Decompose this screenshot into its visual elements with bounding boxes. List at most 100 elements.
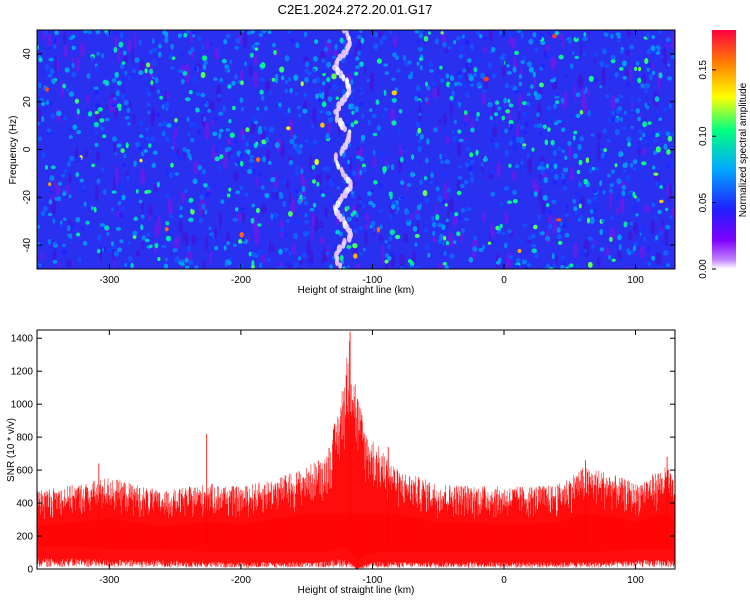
spectrogram-cell bbox=[154, 242, 159, 249]
x-tick-label: -100 bbox=[362, 575, 382, 586]
spectrogram-cell bbox=[667, 63, 671, 67]
spectrogram-cell bbox=[434, 38, 440, 45]
spectrogram-cell bbox=[577, 73, 584, 90]
y-tick-label: 1000 bbox=[11, 400, 34, 411]
spectrogram-cell bbox=[241, 238, 246, 242]
spectrogram-cell bbox=[213, 181, 219, 187]
spectrogram-cell bbox=[315, 93, 319, 100]
spectrogram-cell bbox=[325, 133, 330, 140]
spectrogram-cell bbox=[254, 42, 260, 46]
spectrogram-cell bbox=[669, 33, 675, 49]
spectrogram-cell bbox=[48, 182, 52, 187]
spectrogram-cell bbox=[379, 39, 383, 46]
spectrogram-cell bbox=[248, 65, 253, 78]
spectrogram-cell bbox=[397, 127, 402, 134]
spectrogram-cell bbox=[191, 234, 197, 246]
spectrogram-cell bbox=[366, 78, 370, 83]
spectrogram-cell bbox=[133, 217, 138, 221]
spectrogram-cell bbox=[244, 192, 249, 197]
spectrogram-cell bbox=[356, 43, 361, 48]
spectrogram-cell bbox=[512, 199, 518, 204]
spectrogram-cell bbox=[508, 255, 513, 260]
spectrogram-cell bbox=[202, 168, 206, 175]
spectrogram-cell bbox=[83, 201, 87, 207]
spectrogram-cell bbox=[651, 35, 656, 39]
spectrogram-cell bbox=[567, 84, 571, 90]
spectrogram-cell bbox=[204, 209, 208, 215]
spectrogram-cell bbox=[462, 68, 467, 73]
spectrogram-cell bbox=[452, 136, 458, 141]
spectrogram-cell bbox=[469, 152, 474, 158]
spectrogram-cell bbox=[115, 165, 119, 185]
spectrogram-cell bbox=[205, 235, 208, 252]
spectrogram-cell bbox=[199, 194, 205, 200]
spectrogram-cell bbox=[246, 149, 251, 155]
spectrogram-cell bbox=[151, 162, 157, 168]
spectrogram-cell bbox=[288, 76, 292, 83]
spectrogram-cell bbox=[616, 35, 621, 39]
spectrogram-cell bbox=[417, 158, 421, 164]
spectrogram-cell bbox=[449, 83, 454, 88]
spectrogram-cell bbox=[414, 233, 420, 238]
spectrogram-cell bbox=[261, 156, 267, 163]
spectrogram-cell bbox=[551, 253, 555, 260]
spectrogram-cell bbox=[351, 158, 356, 164]
spectrogram-cell bbox=[188, 90, 193, 95]
spectrogram-cell bbox=[457, 74, 463, 79]
spectrogram-cell bbox=[618, 244, 622, 251]
spectrogram-cell bbox=[415, 85, 421, 92]
spectrogram-cell bbox=[507, 71, 512, 75]
spectrogram-cell bbox=[441, 240, 445, 246]
spectrogram-cell bbox=[628, 64, 633, 82]
spectrogram-cell bbox=[475, 149, 479, 156]
spectrogram-cell bbox=[274, 142, 280, 149]
spectrogram-cell bbox=[428, 31, 431, 35]
spectrogram-cell bbox=[68, 194, 72, 199]
spectrogram-cell bbox=[189, 31, 194, 43]
spectrogram-cell bbox=[386, 256, 392, 261]
spectrogram-cell bbox=[318, 89, 323, 94]
spectrogram-cell bbox=[589, 209, 594, 214]
spectrogram-cell bbox=[327, 39, 332, 44]
spectrogram-cell bbox=[661, 218, 664, 229]
spectrogram-cell bbox=[458, 54, 463, 59]
spectrogram-cell bbox=[359, 169, 363, 176]
spectrogram-cell bbox=[350, 95, 355, 100]
y-tick-label: 1200 bbox=[11, 367, 34, 378]
spectrogram-cell bbox=[83, 30, 89, 34]
spectrogram-cell bbox=[80, 225, 84, 231]
spectrogram-cell bbox=[282, 200, 287, 207]
spectrogram-cell bbox=[460, 208, 466, 213]
spectrogram-cell bbox=[180, 262, 185, 266]
spectrogram-cell bbox=[284, 55, 290, 62]
spectrogram-cell bbox=[180, 78, 185, 85]
spectrogram-cell bbox=[313, 123, 319, 127]
spectrogram-cell bbox=[655, 235, 659, 241]
spectrogram-cell bbox=[241, 134, 245, 141]
spectrogram-cell bbox=[473, 235, 477, 241]
spectrogram-cell bbox=[591, 244, 595, 249]
spectrogram-cell bbox=[308, 155, 313, 173]
spectrogram-cell bbox=[545, 44, 551, 51]
spectrogram-cell bbox=[437, 196, 443, 202]
spectrogram-cell bbox=[274, 74, 279, 79]
spectrogram-cell bbox=[560, 172, 565, 179]
spectrogram-cell bbox=[495, 100, 500, 105]
spectrogram-cell bbox=[54, 197, 59, 201]
spectrogram-cell bbox=[110, 102, 116, 108]
spectrogram-cell bbox=[307, 71, 312, 76]
spectrogram-cell bbox=[663, 143, 668, 150]
spectrogram-cell bbox=[647, 262, 651, 266]
spectrogram-cell bbox=[406, 217, 410, 223]
spectrogram-cell bbox=[111, 136, 118, 142]
spectrogram-cell bbox=[87, 111, 93, 117]
spectrogram-cell bbox=[45, 64, 49, 71]
spectrogram-cell bbox=[146, 62, 151, 68]
spectrogram-cell bbox=[229, 256, 233, 262]
spectrogram-cell bbox=[439, 153, 443, 160]
spectrogram-cell bbox=[358, 226, 363, 230]
spectrogram-cell bbox=[170, 150, 175, 156]
spectrogram-cell bbox=[542, 124, 547, 130]
spectrogram-cell bbox=[346, 245, 352, 249]
spectrogram-cell bbox=[599, 147, 605, 152]
